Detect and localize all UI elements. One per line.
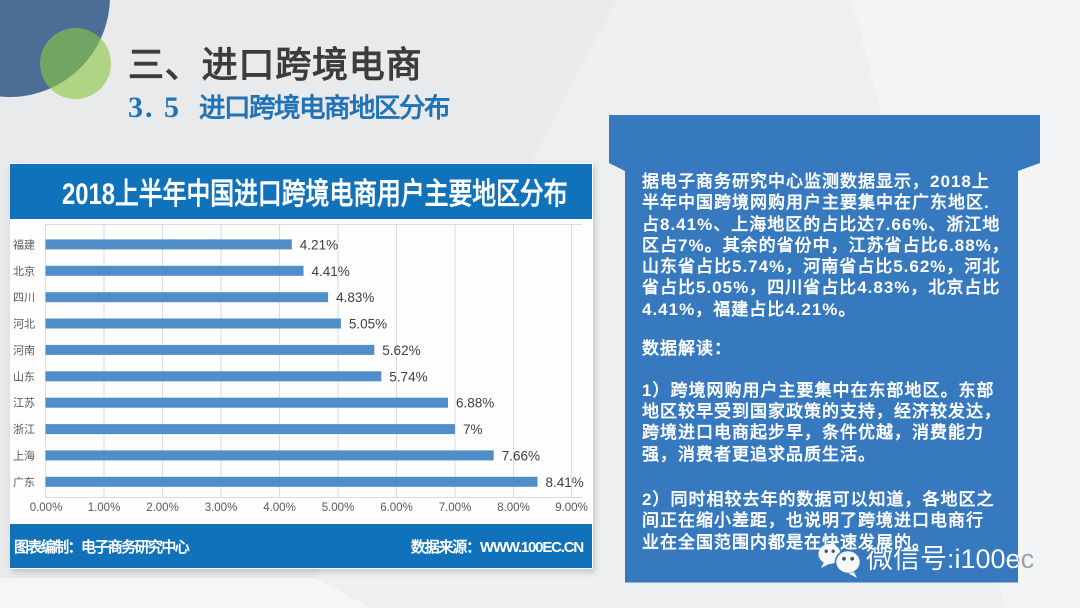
- svg-text:四川: 四川: [13, 292, 35, 304]
- svg-text:5.05%: 5.05%: [349, 317, 387, 332]
- svg-text:北京: 北京: [13, 264, 35, 278]
- svg-text:6.00%: 6.00%: [380, 502, 413, 514]
- svg-text:江苏: 江苏: [13, 397, 35, 410]
- svg-text:福建: 福建: [13, 237, 35, 251]
- svg-text:1.00%: 1.00%: [88, 502, 121, 514]
- svg-text:7.00%: 7.00%: [439, 502, 472, 514]
- svg-text:4.00%: 4.00%: [263, 502, 296, 514]
- svg-text:7%: 7%: [463, 422, 483, 437]
- svg-text:山东: 山东: [13, 370, 35, 383]
- svg-text:3.00%: 3.00%: [205, 502, 238, 514]
- svg-text:5.74%: 5.74%: [389, 369, 427, 384]
- svg-text:0.00%: 0.00%: [30, 502, 63, 514]
- svg-text:河北: 河北: [13, 318, 35, 331]
- svg-text:7.66%: 7.66%: [502, 448, 540, 463]
- svg-text:8.00%: 8.00%: [497, 502, 530, 514]
- svg-text:9.00%: 9.00%: [555, 502, 588, 514]
- svg-text:上海: 上海: [13, 448, 35, 462]
- svg-text:5.00%: 5.00%: [322, 502, 355, 514]
- svg-text:4.83%: 4.83%: [336, 290, 374, 305]
- svg-text:广东: 广东: [13, 476, 35, 489]
- svg-text:浙江: 浙江: [13, 423, 35, 436]
- svg-text:8.41%: 8.41%: [546, 475, 584, 490]
- svg-text:2.00%: 2.00%: [146, 502, 179, 514]
- svg-text:4.21%: 4.21%: [300, 237, 338, 252]
- svg-text:6.88%: 6.88%: [456, 396, 494, 411]
- svg-text:河南: 河南: [13, 344, 35, 357]
- svg-text:4.41%: 4.41%: [312, 264, 350, 279]
- svg-text:5.62%: 5.62%: [382, 343, 420, 358]
